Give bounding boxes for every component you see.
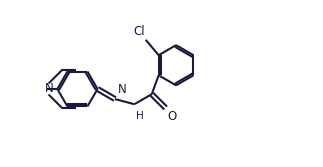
Text: N: N (118, 83, 127, 96)
Text: Cl: Cl (133, 25, 145, 38)
Text: H: H (136, 111, 144, 121)
Text: O: O (167, 110, 176, 123)
Text: N: N (45, 82, 54, 96)
